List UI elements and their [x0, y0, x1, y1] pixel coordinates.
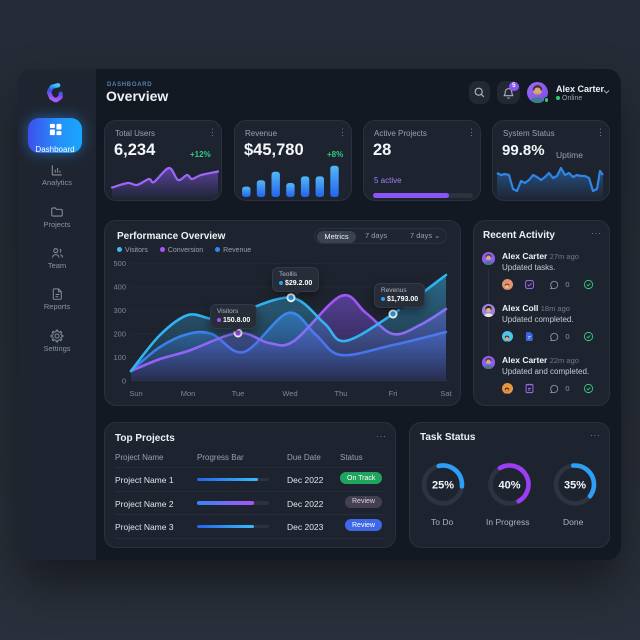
svg-text:400: 400 — [113, 283, 126, 292]
svg-text:Sat: Sat — [440, 389, 452, 398]
svg-text:Sun: Sun — [129, 389, 142, 398]
svg-text:Fri: Fri — [389, 389, 398, 398]
svg-text:35%: 35% — [564, 480, 586, 492]
svg-text:200: 200 — [113, 330, 126, 339]
svg-text:Wed: Wed — [282, 389, 297, 398]
svg-text:25%: 25% — [432, 480, 454, 492]
svg-text:100: 100 — [113, 353, 126, 362]
svg-text:300: 300 — [113, 306, 126, 315]
svg-text:Tue: Tue — [232, 389, 245, 398]
svg-text:500: 500 — [113, 259, 126, 268]
svg-text:40%: 40% — [498, 480, 520, 492]
svg-text:Thu: Thu — [335, 389, 348, 398]
svg-text:0: 0 — [122, 377, 126, 386]
svg-text:Mon: Mon — [181, 389, 196, 398]
